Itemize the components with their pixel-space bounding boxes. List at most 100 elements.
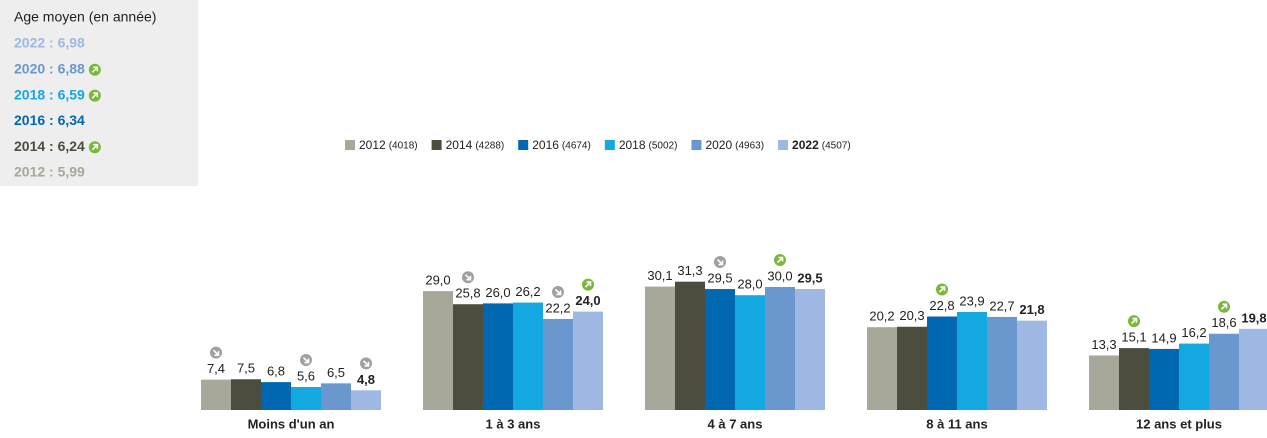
- trend-arrow: [716, 258, 724, 266]
- bar: [261, 382, 291, 410]
- value-label: 6,8: [267, 364, 285, 379]
- value-label: 19,8: [1241, 310, 1266, 325]
- summary-item: 2016 : 6,34: [14, 112, 85, 128]
- trend-arrow: [464, 274, 472, 281]
- trend-arrow: [776, 256, 784, 264]
- bar: [987, 316, 1017, 410]
- legend-label: 2016: [532, 138, 559, 152]
- legend-count: (4674): [562, 141, 591, 152]
- legend-swatch: [431, 140, 442, 150]
- trend-arrow: [1130, 317, 1138, 325]
- bar: [795, 289, 825, 410]
- trend-icon: [582, 278, 594, 291]
- bar: [453, 304, 483, 410]
- category-label: 8 à 11 ans: [926, 416, 987, 431]
- bar: [957, 312, 987, 410]
- value-label: 31,3: [677, 263, 702, 278]
- value-label: 13,3: [1091, 337, 1116, 352]
- trend-arrow: [584, 281, 592, 288]
- summary-item: 2012 : 5,99: [14, 164, 85, 180]
- bar: [867, 327, 897, 410]
- value-label: 26,2: [515, 284, 540, 299]
- legend-swatch: [345, 140, 355, 150]
- legend-count: (5002): [649, 141, 678, 152]
- legend-label: 2022: [792, 138, 819, 152]
- value-label: 20,3: [899, 308, 924, 323]
- bar: [1089, 355, 1119, 410]
- bar: [705, 289, 735, 410]
- value-label: 22,2: [545, 300, 570, 315]
- bar: [735, 295, 765, 410]
- bar: [423, 291, 453, 410]
- trend-arrow: [91, 66, 99, 73]
- bar: [1209, 333, 1239, 410]
- legend-swatch: [518, 140, 529, 150]
- trend-icon: [936, 283, 948, 296]
- legend-swatch: [604, 140, 615, 150]
- bar: [291, 387, 321, 410]
- trend-icon: [462, 271, 474, 284]
- trend-icon: [774, 254, 786, 266]
- bar: [765, 287, 795, 410]
- trend-arrow: [212, 349, 220, 356]
- trend-arrow: [938, 286, 946, 293]
- trend-arrow: [91, 92, 99, 99]
- category-label: 4 à 7 ans: [708, 416, 763, 431]
- value-label: 7,5: [237, 361, 255, 376]
- value-label: 7,4: [207, 361, 225, 376]
- value-label: 24,0: [575, 293, 600, 308]
- trend-icon: [714, 256, 726, 269]
- category-label: 12 ans et plus: [1136, 416, 1222, 431]
- bar: [513, 302, 543, 410]
- value-label: 30,0: [767, 268, 792, 283]
- category-label: 1 à 3 ans: [486, 416, 541, 431]
- trend-icon: [88, 89, 101, 102]
- bar: [897, 326, 927, 410]
- legend-label: 2020: [705, 138, 732, 152]
- value-label: 26,0: [485, 285, 510, 300]
- trend-arrow: [362, 360, 370, 367]
- bar: [1017, 320, 1047, 410]
- category-label: Moins d'un an: [248, 416, 335, 431]
- value-label: 25,8: [455, 286, 480, 301]
- value-label: 20,2: [869, 309, 894, 324]
- bar: [675, 281, 705, 410]
- trend-icon: [88, 63, 101, 76]
- value-label: 18,6: [1211, 315, 1236, 330]
- value-label: 30,1: [647, 268, 672, 283]
- summary-title: Age moyen (en année): [14, 9, 156, 25]
- value-label: 16,2: [1181, 325, 1206, 340]
- value-label: 22,7: [989, 298, 1014, 313]
- value-label: 29,0: [425, 273, 450, 288]
- bar: [201, 379, 231, 410]
- bar: [321, 383, 351, 410]
- bar: [1119, 348, 1149, 410]
- legend-count: (4288): [475, 141, 504, 152]
- value-label: 4,8: [357, 372, 375, 387]
- value-label: 21,8: [1019, 302, 1044, 317]
- bar: [351, 390, 381, 410]
- legend-label: 2018: [619, 138, 646, 152]
- trend-arrow: [302, 356, 310, 364]
- bar: [573, 311, 603, 410]
- bar: [927, 316, 957, 410]
- legend-swatch: [691, 140, 702, 150]
- value-label: 29,5: [797, 270, 822, 285]
- trend-arrow: [91, 143, 99, 151]
- trend-icon: [552, 285, 564, 298]
- value-label: 28,0: [737, 277, 762, 292]
- trend-arrow: [1220, 303, 1228, 310]
- summary-item: 2020 : 6,88: [14, 61, 85, 77]
- bar: [483, 303, 513, 410]
- value-label: 29,5: [707, 270, 732, 285]
- bar: [1149, 348, 1179, 410]
- trend-icon: [300, 354, 312, 367]
- value-label: 6,5: [327, 365, 345, 380]
- value-label: 5,6: [297, 368, 315, 383]
- legend-count: (4018): [389, 141, 418, 152]
- bar: [1239, 328, 1267, 410]
- trend-icon: [1128, 315, 1140, 328]
- value-label: 15,1: [1121, 330, 1146, 345]
- legend-swatch: [778, 140, 789, 150]
- summary-item: 2022 : 6,98: [14, 35, 85, 51]
